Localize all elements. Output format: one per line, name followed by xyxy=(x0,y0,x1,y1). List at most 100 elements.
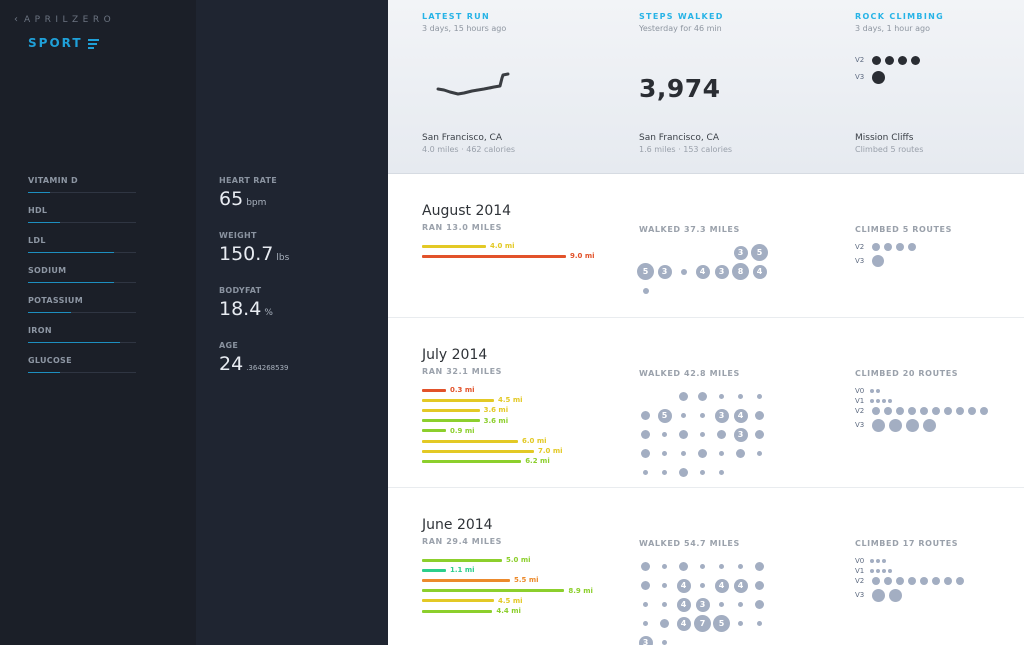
calendar-day[interactable]: 4 xyxy=(731,406,750,425)
lab-item[interactable]: VITAMIN D xyxy=(28,175,136,205)
calendar-day[interactable] xyxy=(731,387,750,406)
calendar-day[interactable] xyxy=(636,444,655,463)
calendar-day[interactable] xyxy=(655,633,674,645)
calendar-day[interactable]: 3 xyxy=(731,243,750,262)
brand-back-link[interactable]: ‹ APRILZERO xyxy=(14,14,115,25)
walk-dot xyxy=(643,470,648,475)
run-item[interactable]: 1.1 mi xyxy=(422,565,593,575)
calendar-day[interactable]: 4 xyxy=(712,576,731,595)
run-item[interactable]: 0.9 mi xyxy=(422,426,563,436)
calendar-day[interactable]: 7 xyxy=(693,614,712,633)
calendar-day[interactable] xyxy=(636,557,655,576)
calendar-day[interactable] xyxy=(655,595,674,614)
calendar-day[interactable] xyxy=(636,406,655,425)
calendar-day[interactable] xyxy=(655,425,674,444)
run-item[interactable]: 5.0 mi xyxy=(422,555,593,565)
calendar-day[interactable] xyxy=(750,595,769,614)
calendar-day[interactable] xyxy=(655,463,674,482)
calendar-day[interactable] xyxy=(712,444,731,463)
calendar-day[interactable] xyxy=(655,576,674,595)
section-menu-button[interactable]: SPORT xyxy=(28,36,99,50)
calendar-day[interactable] xyxy=(693,557,712,576)
calendar-day[interactable] xyxy=(693,576,712,595)
calendar-day[interactable] xyxy=(636,576,655,595)
calendar-day[interactable] xyxy=(712,463,731,482)
calendar-day[interactable] xyxy=(731,595,750,614)
calendar-day[interactable] xyxy=(750,444,769,463)
calendar-day[interactable] xyxy=(693,463,712,482)
calendar-day[interactable] xyxy=(731,557,750,576)
calendar-day[interactable] xyxy=(636,595,655,614)
run-item[interactable]: 0.3 mi xyxy=(422,385,563,395)
calendar-day[interactable]: 5 xyxy=(636,262,655,281)
calendar-day[interactable] xyxy=(636,425,655,444)
lab-item[interactable]: GLUCOSE xyxy=(28,355,136,385)
calendar-day[interactable] xyxy=(712,557,731,576)
calendar-day[interactable] xyxy=(674,444,693,463)
calendar-day[interactable]: 5 xyxy=(712,614,731,633)
calendar-day[interactable]: 3 xyxy=(636,633,655,645)
steps-card[interactable]: STEPS WALKED Yesterday for 46 min 3,974 … xyxy=(639,12,839,162)
calendar-day[interactable] xyxy=(712,425,731,444)
calendar-day[interactable] xyxy=(674,406,693,425)
calendar-day[interactable] xyxy=(674,425,693,444)
calendar-day[interactable] xyxy=(693,425,712,444)
calendar-day[interactable] xyxy=(655,557,674,576)
calendar-day[interactable] xyxy=(731,444,750,463)
lab-item[interactable]: POTASSIUM xyxy=(28,295,136,325)
climbing-card[interactable]: ROCK CLIMBING 3 days, 1 hour ago V2 V3 Mi… xyxy=(855,12,1015,162)
run-item[interactable]: 6.0 mi xyxy=(422,436,563,446)
calendar-day[interactable]: 4 xyxy=(674,595,693,614)
calendar-day[interactable]: 3 xyxy=(693,595,712,614)
calendar-day[interactable] xyxy=(731,614,750,633)
calendar-day[interactable]: 3 xyxy=(731,425,750,444)
calendar-day[interactable] xyxy=(636,463,655,482)
calendar-day[interactable] xyxy=(750,406,769,425)
lab-item[interactable]: IRON xyxy=(28,325,136,355)
run-item[interactable]: 4.0 mi xyxy=(422,241,595,251)
calendar-day[interactable] xyxy=(712,595,731,614)
lab-item[interactable]: SODIUM xyxy=(28,265,136,295)
calendar-day[interactable] xyxy=(693,406,712,425)
lab-item[interactable]: LDL xyxy=(28,235,136,265)
calendar-day[interactable] xyxy=(674,387,693,406)
calendar-day[interactable]: 3 xyxy=(712,406,731,425)
calendar-day[interactable] xyxy=(674,262,693,281)
calendar-day[interactable] xyxy=(712,387,731,406)
calendar-day[interactable]: 3 xyxy=(655,262,674,281)
calendar-day[interactable]: 8 xyxy=(731,262,750,281)
calendar-day[interactable]: 5 xyxy=(750,243,769,262)
calendar-day[interactable] xyxy=(750,387,769,406)
calendar-day[interactable] xyxy=(655,444,674,463)
calendar-day[interactable] xyxy=(750,425,769,444)
calendar-day[interactable]: 4 xyxy=(750,262,769,281)
calendar-day[interactable] xyxy=(674,557,693,576)
calendar-day[interactable] xyxy=(750,576,769,595)
run-item[interactable]: 6.2 mi xyxy=(422,456,563,466)
calendar-day[interactable] xyxy=(750,614,769,633)
calendar-day[interactable]: 4 xyxy=(693,262,712,281)
calendar-day[interactable]: 3 xyxy=(712,262,731,281)
run-item[interactable]: 5.5 mi xyxy=(422,575,593,585)
calendar-day[interactable] xyxy=(693,387,712,406)
run-item[interactable]: 7.0 mi xyxy=(422,446,563,456)
calendar-day[interactable]: 4 xyxy=(674,576,693,595)
calendar-day[interactable] xyxy=(693,444,712,463)
run-item[interactable]: 4.5 mi xyxy=(422,395,563,405)
calendar-day[interactable]: 4 xyxy=(674,614,693,633)
calendar-day[interactable] xyxy=(636,614,655,633)
calendar-day[interactable] xyxy=(655,614,674,633)
run-item[interactable]: 3.6 mi xyxy=(422,416,563,426)
run-item[interactable]: 4.4 mi xyxy=(422,606,593,616)
latest-run-card[interactable]: LATEST RUN 3 days, 15 hours ago San Fran… xyxy=(422,12,622,162)
calendar-day[interactable] xyxy=(750,557,769,576)
run-item[interactable]: 8.9 mi xyxy=(422,586,593,596)
run-item[interactable]: 9.0 mi xyxy=(422,251,595,261)
run-item[interactable]: 3.6 mi xyxy=(422,405,563,415)
run-item[interactable]: 4.5 mi xyxy=(422,596,593,606)
lab-item[interactable]: HDL xyxy=(28,205,136,235)
calendar-day[interactable]: 5 xyxy=(655,406,674,425)
calendar-day[interactable]: 4 xyxy=(731,576,750,595)
calendar-day[interactable] xyxy=(674,463,693,482)
calendar-day[interactable] xyxy=(636,281,655,300)
